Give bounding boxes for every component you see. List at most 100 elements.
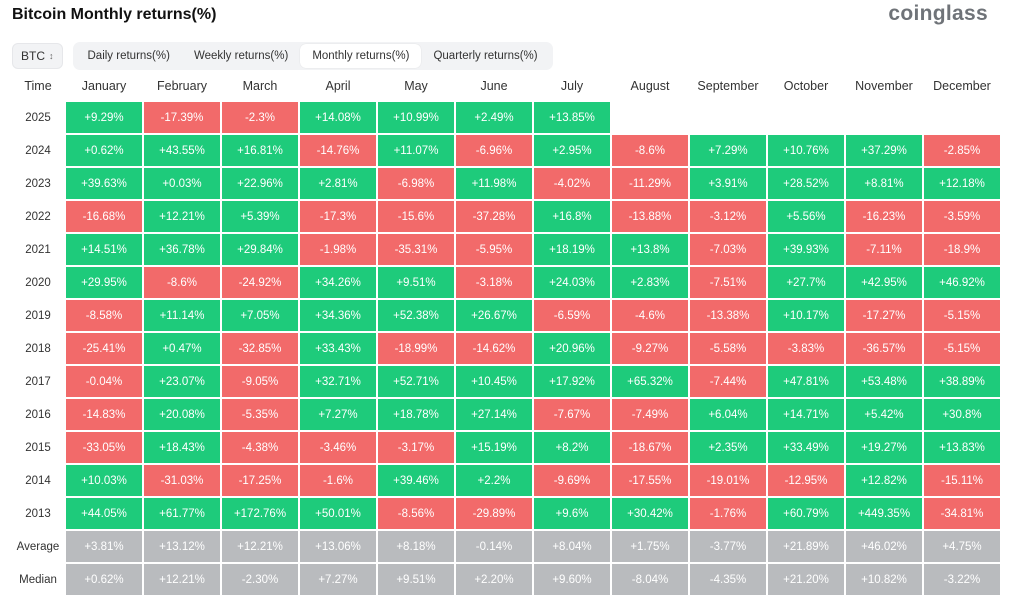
tab-daily-returns[interactable]: Daily returns(%) bbox=[87, 50, 170, 62]
return-cell: -3.18% bbox=[456, 267, 532, 298]
return-cell: +2.35% bbox=[690, 432, 766, 463]
return-cell: +8.2% bbox=[534, 432, 610, 463]
return-cell: +0.62% bbox=[66, 135, 142, 166]
table-row: 2016 -14.83% +20.08% -5.35% +7.27% +18.78% +27… bbox=[12, 399, 1000, 430]
return-cell: +12.21% bbox=[144, 201, 220, 232]
table-row: 2020 +29.95% -8.6% -24.92% +34.26% +9.51% -3.1… bbox=[12, 267, 1000, 298]
return-cell: +36.78% bbox=[144, 234, 220, 265]
return-cell: +10.82% bbox=[846, 564, 922, 595]
return-cell: +27.7% bbox=[768, 267, 844, 298]
year-label: 2018 bbox=[25, 342, 51, 355]
month-header-january: January bbox=[81, 79, 127, 93]
return-cell: -2.85% bbox=[924, 135, 1000, 166]
return-cell: +3.91% bbox=[690, 168, 766, 199]
page-title: Bitcoin Monthly returns(%) bbox=[12, 6, 217, 23]
return-cell: -8.58% bbox=[66, 300, 142, 331]
table-row: 2014 +10.03% -31.03% -17.25% -1.6% +39.46% +2.… bbox=[12, 465, 1000, 496]
return-cell: -8.6% bbox=[612, 135, 688, 166]
return-cell: -8.6% bbox=[144, 267, 220, 298]
table-row: 2017 -0.04% +23.07% -9.05% +32.71% +52.71% +10… bbox=[12, 366, 1000, 397]
return-cell: +27.14% bbox=[456, 399, 532, 430]
return-cell: +11.14% bbox=[144, 300, 220, 331]
return-cell: -4.02% bbox=[534, 168, 610, 199]
return-cell: -14.76% bbox=[300, 135, 376, 166]
tab-weekly-returns[interactable]: Weekly returns(%) bbox=[193, 50, 289, 62]
return-cell: +39.63% bbox=[66, 168, 142, 199]
return-cell: +47.81% bbox=[768, 366, 844, 397]
return-cell: +33.43% bbox=[300, 333, 376, 364]
coin-select[interactable]: BTC ↕ bbox=[12, 43, 63, 69]
return-cell: -9.27% bbox=[612, 333, 688, 364]
return-cell: -17.27% bbox=[846, 300, 922, 331]
period-tabs: Daily returns(%) Weekly returns(%) Monthly… bbox=[72, 42, 553, 70]
tab-quarterly-returns[interactable]: Quarterly returns(%) bbox=[433, 50, 538, 62]
return-cell: +14.51% bbox=[66, 234, 142, 265]
return-cell: -17.39% bbox=[144, 102, 220, 133]
return-cell: +6.04% bbox=[690, 399, 766, 430]
return-cell: +7.27% bbox=[300, 399, 376, 430]
month-header-november: November bbox=[855, 79, 913, 93]
return-cell: +0.47% bbox=[144, 333, 220, 364]
return-cell: +13.06% bbox=[300, 531, 376, 562]
return-cell: +17.92% bbox=[534, 366, 610, 397]
return-cell: +0.62% bbox=[66, 564, 142, 595]
toolbar: BTC ↕ Daily returns(%) Weekly returns(%) M… bbox=[12, 42, 553, 70]
return-cell: +9.6% bbox=[534, 498, 610, 529]
table-row: 2018 -25.41% +0.47% -32.85% +33.43% -18.99% -1… bbox=[12, 333, 1000, 364]
return-cell: +10.03% bbox=[66, 465, 142, 496]
return-cell: -7.03% bbox=[690, 234, 766, 265]
return-cell: -4.6% bbox=[612, 300, 688, 331]
return-cell: -5.58% bbox=[690, 333, 766, 364]
return-cell: -4.38% bbox=[222, 432, 298, 463]
tab-monthly-returns[interactable]: Monthly returns(%) bbox=[300, 44, 422, 68]
return-cell: +42.95% bbox=[846, 267, 922, 298]
return-cell: +9.51% bbox=[378, 564, 454, 595]
return-cell: +10.76% bbox=[768, 135, 844, 166]
return-cell: -7.49% bbox=[612, 399, 688, 430]
return-cell: -6.98% bbox=[378, 168, 454, 199]
summary-row-average: Average +3.81% +13.12% +12.21% +13.06% +8.18%… bbox=[12, 531, 1000, 562]
return-cell: +3.81% bbox=[66, 531, 142, 562]
return-cell: +29.84% bbox=[222, 234, 298, 265]
return-cell: +37.29% bbox=[846, 135, 922, 166]
return-cell: -16.68% bbox=[66, 201, 142, 232]
return-cell: +52.71% bbox=[378, 366, 454, 397]
return-cell: +8.81% bbox=[846, 168, 922, 199]
return-cell: +2.83% bbox=[612, 267, 688, 298]
return-cell: +21.89% bbox=[768, 531, 844, 562]
month-header-march: March bbox=[242, 79, 278, 93]
return-cell: +12.21% bbox=[144, 564, 220, 595]
empty-cell bbox=[612, 102, 688, 133]
return-cell: +30.42% bbox=[612, 498, 688, 529]
return-cell: +449.35% bbox=[846, 498, 922, 529]
return-cell: -1.76% bbox=[690, 498, 766, 529]
return-cell: +7.05% bbox=[222, 300, 298, 331]
return-cell: +2.95% bbox=[534, 135, 610, 166]
year-label: 2017 bbox=[25, 375, 51, 388]
return-cell: -18.67% bbox=[612, 432, 688, 463]
return-cell: -3.46% bbox=[300, 432, 376, 463]
return-cell: -9.69% bbox=[534, 465, 610, 496]
return-cell: -12.95% bbox=[768, 465, 844, 496]
return-cell: -3.83% bbox=[768, 333, 844, 364]
return-cell: +8.04% bbox=[534, 531, 610, 562]
year-label: 2022 bbox=[25, 210, 51, 223]
return-cell: -6.96% bbox=[456, 135, 532, 166]
return-cell: -1.6% bbox=[300, 465, 376, 496]
return-cell: +18.78% bbox=[378, 399, 454, 430]
return-cell: -7.44% bbox=[690, 366, 766, 397]
month-header-october: October bbox=[783, 79, 829, 93]
return-cell: -8.04% bbox=[612, 564, 688, 595]
return-cell: -4.35% bbox=[690, 564, 766, 595]
return-cell: -11.29% bbox=[612, 168, 688, 199]
return-cell: -3.22% bbox=[924, 564, 1000, 595]
return-cell: +46.02% bbox=[846, 531, 922, 562]
return-cell: -1.98% bbox=[300, 234, 376, 265]
return-cell: +22.96% bbox=[222, 168, 298, 199]
return-cell: +20.96% bbox=[534, 333, 610, 364]
return-cell: -24.92% bbox=[222, 267, 298, 298]
return-cell: -15.11% bbox=[924, 465, 1000, 496]
table-body: 2025 +9.29% -17.39% -2.3% +14.08% +10.99% +2.4… bbox=[12, 102, 1000, 595]
month-header-august: August bbox=[630, 79, 670, 93]
return-cell: +9.29% bbox=[66, 102, 142, 133]
